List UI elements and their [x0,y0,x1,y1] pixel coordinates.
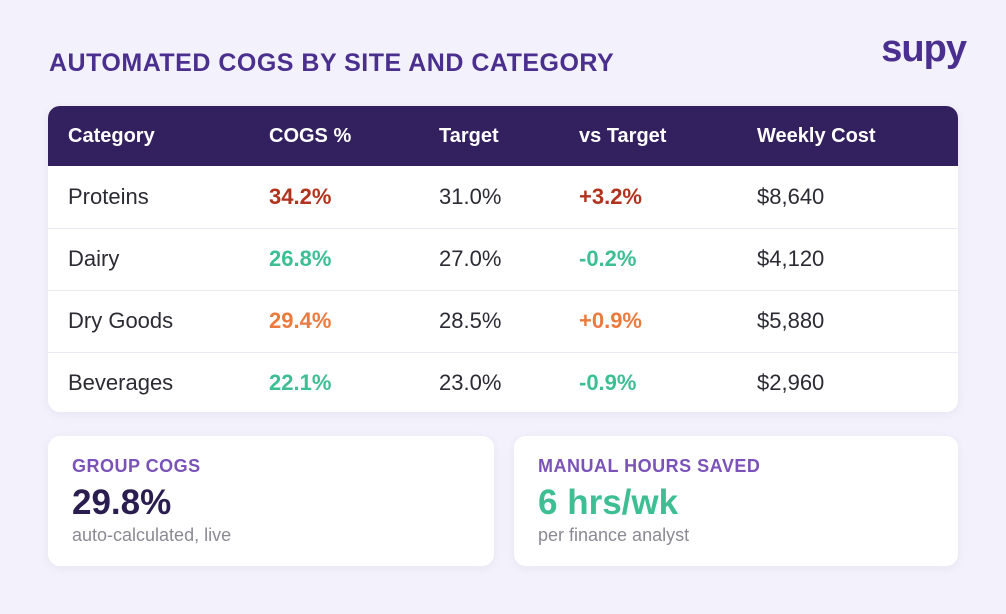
category-cell: Dairy [68,246,120,271]
cogs-cell: 29.4% [269,308,332,333]
weekly-cost-cell: $4,120 [757,246,825,271]
table-row: Beverages 22.1% 23.0% -0.9% $2,960 [48,352,958,412]
table-header-row: Category COGS % Target vs Target Weekly … [48,106,958,166]
column-header-category: Category [68,124,155,147]
column-header-weekly-cost: Weekly Cost [757,124,876,147]
target-cell: 23.0% [439,370,502,396]
hours-saved-card: MANUAL HOURS SAVED 6 hrs/wk per finance … [514,436,958,566]
group-cogs-card: GROUP COGS 29.8% auto-calculated, live [48,436,494,566]
weekly-cost-cell: $8,640 [757,183,825,209]
category-cell: Proteins [68,183,149,209]
column-header-cogs: COGS % [269,124,352,147]
cogs-table: Category COGS % Target vs Target Weekly … [48,106,958,412]
vs-target-cell: +3.2% [579,183,642,209]
group-cogs-value: 29.8% [72,483,172,522]
vs-target-cell: -0.2% [579,246,637,271]
cogs-cell: 26.8% [269,246,332,271]
group-cogs-subtext: auto-calculated, live [72,525,232,545]
group-cogs-label: GROUP COGS [72,456,201,476]
column-header-target: Target [439,124,499,147]
column-header-vs-target: vs Target [579,124,667,147]
category-cell: Dry Goods [68,308,174,333]
vs-target-cell: +0.9% [579,308,642,333]
target-cell: 28.5% [439,308,502,333]
hours-saved-label: MANUAL HOURS SAVED [538,456,761,476]
table-row: Dairy 26.8% 27.0% -0.2% $4,120 [48,228,958,290]
supy-logo: supy [881,28,967,70]
cogs-cell: 22.1% [269,370,332,396]
hours-saved-subtext: per finance analyst [538,525,690,545]
table-row: Proteins 34.2% 31.0% +3.2% $8,640 [48,166,958,228]
target-cell: 31.0% [439,183,502,209]
hours-saved-value: 6 hrs/wk [538,483,679,522]
vs-target-cell: -0.9% [579,370,637,396]
target-cell: 27.0% [439,246,502,271]
weekly-cost-cell: $5,880 [757,308,825,333]
page-title: AUTOMATED COGS BY SITE AND CATEGORY [49,49,615,77]
table-row: Dry Goods 29.4% 28.5% +0.9% $5,880 [48,290,958,352]
weekly-cost-cell: $2,960 [757,370,825,396]
cogs-cell: 34.2% [269,183,332,209]
cogs-table-card: Category COGS % Target vs Target Weekly … [48,106,958,412]
category-cell: Beverages [68,370,174,396]
